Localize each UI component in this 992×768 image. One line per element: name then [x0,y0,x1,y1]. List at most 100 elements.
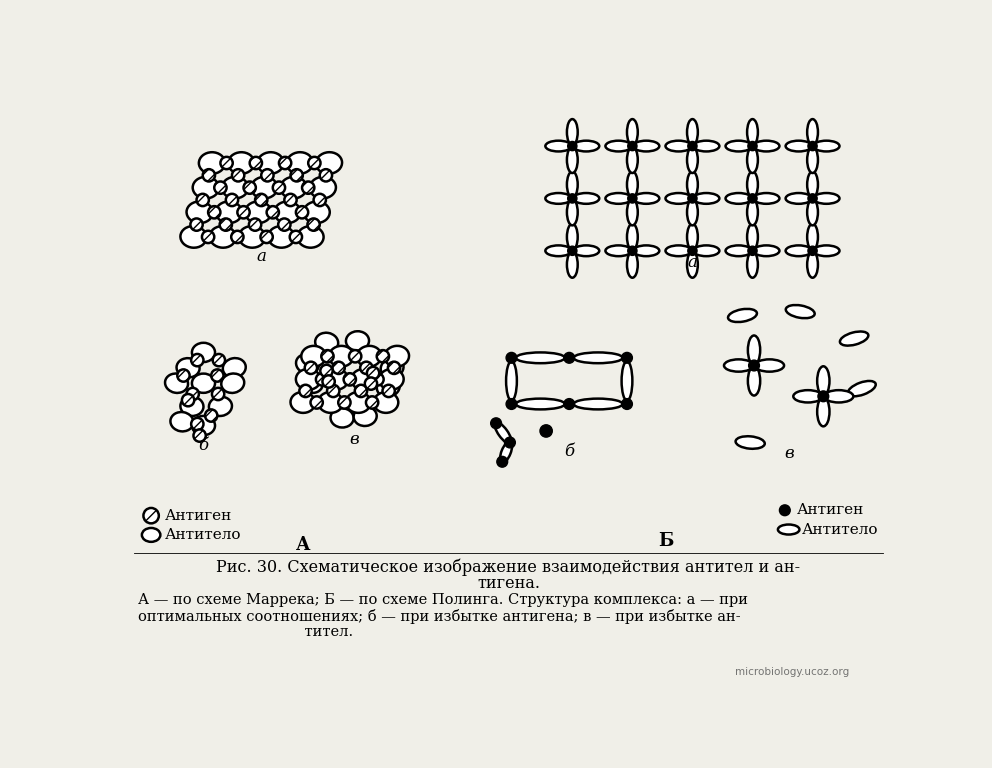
Ellipse shape [566,252,577,278]
Ellipse shape [627,171,638,197]
Circle shape [144,508,159,523]
Ellipse shape [304,201,329,223]
Ellipse shape [223,358,246,378]
Ellipse shape [817,366,829,396]
Ellipse shape [807,199,818,225]
Ellipse shape [573,399,623,409]
Circle shape [622,399,632,409]
Ellipse shape [666,141,691,151]
Ellipse shape [725,246,752,257]
Circle shape [628,247,637,256]
Ellipse shape [753,141,780,151]
Circle shape [321,350,333,362]
Circle shape [628,141,637,151]
Text: а: а [256,249,266,266]
Circle shape [212,388,224,400]
Ellipse shape [268,226,295,248]
Ellipse shape [753,246,780,257]
Ellipse shape [222,177,248,198]
Ellipse shape [500,442,512,463]
Ellipse shape [298,226,323,248]
Ellipse shape [296,354,318,374]
Circle shape [780,505,791,515]
Circle shape [505,437,515,448]
Circle shape [355,385,367,397]
Ellipse shape [622,361,632,401]
Circle shape [261,169,274,181]
Ellipse shape [310,177,336,198]
Ellipse shape [605,141,632,151]
Ellipse shape [228,152,254,174]
Ellipse shape [693,141,719,151]
Circle shape [491,418,502,429]
Circle shape [190,218,202,230]
Circle shape [628,194,637,203]
Ellipse shape [171,412,193,432]
Circle shape [748,194,757,203]
Circle shape [219,218,232,230]
Ellipse shape [287,152,312,174]
Ellipse shape [300,373,322,393]
Circle shape [320,365,332,377]
Ellipse shape [786,141,811,151]
Ellipse shape [142,528,161,542]
Ellipse shape [546,246,571,257]
Text: оптимальных соотношениях; б — при избытке антигена; в — при избытке ан-: оптимальных соотношениях; б — при избытк… [138,609,741,624]
Ellipse shape [748,336,760,365]
Ellipse shape [379,369,404,390]
Ellipse shape [323,369,348,390]
Circle shape [205,409,217,422]
Text: Рис. 30. Схематическое изображение взаимодействия антител и ан-: Рис. 30. Схематическое изображение взаим… [216,558,801,575]
Circle shape [506,353,517,363]
Ellipse shape [330,409,353,428]
Ellipse shape [506,361,517,401]
Ellipse shape [516,399,564,409]
Circle shape [563,399,574,409]
Circle shape [807,247,817,256]
Circle shape [212,354,225,366]
Ellipse shape [794,390,822,402]
Ellipse shape [573,246,599,257]
Text: б: б [564,442,574,459]
Circle shape [748,141,757,151]
Circle shape [208,206,220,218]
Ellipse shape [687,147,697,173]
Ellipse shape [198,152,225,174]
Ellipse shape [627,119,638,145]
Ellipse shape [329,346,353,366]
Ellipse shape [747,171,758,197]
Circle shape [807,141,817,151]
Circle shape [497,456,508,467]
Text: microbiology.ucoz.org: microbiology.ucoz.org [735,667,849,677]
Ellipse shape [245,201,271,223]
Circle shape [367,367,379,379]
Ellipse shape [573,353,623,363]
Ellipse shape [747,119,758,145]
Circle shape [365,377,377,390]
Circle shape [182,394,194,406]
Ellipse shape [315,333,338,352]
Ellipse shape [275,201,301,223]
Circle shape [563,353,574,363]
Ellipse shape [251,177,278,198]
Ellipse shape [374,392,399,413]
Text: А: А [297,536,310,554]
Ellipse shape [302,346,326,366]
Ellipse shape [357,346,381,366]
Ellipse shape [807,252,818,278]
Ellipse shape [566,223,577,250]
Text: Антитело: Антитело [802,522,878,537]
Circle shape [273,181,285,194]
Circle shape [290,230,302,243]
Circle shape [540,425,553,437]
Ellipse shape [633,246,660,257]
Circle shape [818,391,828,402]
Ellipse shape [315,152,342,174]
Ellipse shape [687,119,697,145]
Ellipse shape [351,369,376,390]
Circle shape [231,230,243,243]
Ellipse shape [186,201,212,223]
Ellipse shape [666,193,691,204]
Ellipse shape [687,171,697,197]
Text: А — по схеме Маррека; Б — по схеме Полинга. Структура комплекса: а — при: А — по схеме Маррека; Б — по схеме Полин… [138,593,748,607]
